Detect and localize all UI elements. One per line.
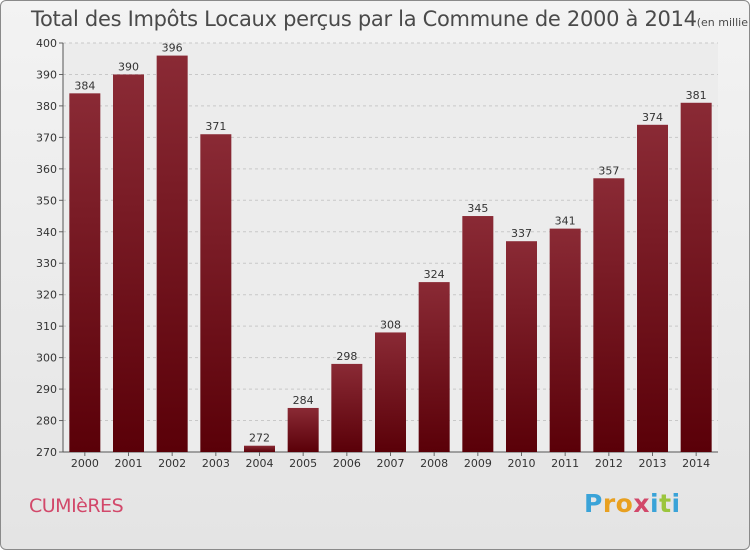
data-label: 390 [118,60,139,73]
bar [156,55,188,452]
data-label: 324 [424,268,445,281]
data-label: 357 [598,164,619,177]
bar [287,407,319,452]
y-tick-label: 400 [36,37,57,50]
y-tick-label: 290 [36,383,57,396]
proxiti-logo: Proxiti [584,489,681,518]
data-label: 337 [511,227,532,240]
x-tick-label: 2005 [289,457,317,470]
data-label: 374 [642,111,663,124]
data-label: 298 [336,350,357,363]
data-label: 284 [293,394,314,407]
y-tick-label: 390 [36,68,57,81]
y-tick-label: 340 [36,226,57,239]
x-tick-label: 2013 [639,457,667,470]
x-tick-label: 2004 [246,457,274,470]
x-tick-label: 2014 [682,457,710,470]
logo-letter: x [633,489,650,518]
bar [506,241,537,452]
bar [331,363,363,452]
logo-letter: r [602,489,616,518]
bar [593,178,625,453]
x-tick-label: 2002 [158,457,186,470]
data-label: 384 [74,79,95,92]
x-tick-label: 2001 [115,457,143,470]
y-tick-label: 320 [36,289,57,302]
bar [462,216,494,452]
bar [375,332,406,452]
y-tick-label: 360 [36,163,57,176]
bar [549,228,581,452]
y-tick-label: 370 [36,131,57,144]
x-tick-label: 2010 [508,457,536,470]
logo-letter: i [650,489,660,518]
y-tick-label: 280 [36,415,57,428]
x-tick-label: 2009 [464,457,492,470]
data-label: 396 [162,42,183,55]
logo-letter: t [659,489,672,518]
bar [637,124,668,453]
x-tick-label: 2000 [71,457,99,470]
bar [69,93,101,452]
bar [244,445,275,452]
chart-title-text: Total des Impôts Locaux perçus par la Co… [31,7,697,31]
data-label: 272 [249,432,270,445]
y-tick-label: 330 [36,257,57,270]
logo-letter: o [615,489,634,518]
bar [200,134,232,452]
x-tick-label: 2006 [333,457,361,470]
x-tick-label: 2012 [595,457,623,470]
chart-title-unit: (en milliers d'€) [696,16,749,29]
y-tick-label: 380 [36,100,57,113]
data-label: 381 [686,89,707,102]
chart-title: Total des Impôts Locaux perçus par la Co… [31,7,749,31]
y-tick-label: 310 [36,320,57,333]
x-tick-label: 2008 [420,457,448,470]
bar [418,282,450,452]
y-tick-label: 350 [36,194,57,207]
data-label: 341 [555,215,576,228]
commune-name: CUMIèRES [29,495,124,517]
bar [680,102,712,453]
y-tick-label: 270 [36,446,57,459]
y-tick-label: 300 [36,352,57,365]
x-tick-label: 2003 [202,457,230,470]
x-tick-label: 2011 [551,457,579,470]
logo-letter: i [671,489,681,518]
x-tick-label: 2007 [377,457,405,470]
data-label: 371 [205,120,226,133]
data-label: 308 [380,318,401,331]
bar [113,74,144,452]
logo-letter: P [584,489,603,518]
data-label: 345 [467,202,488,215]
